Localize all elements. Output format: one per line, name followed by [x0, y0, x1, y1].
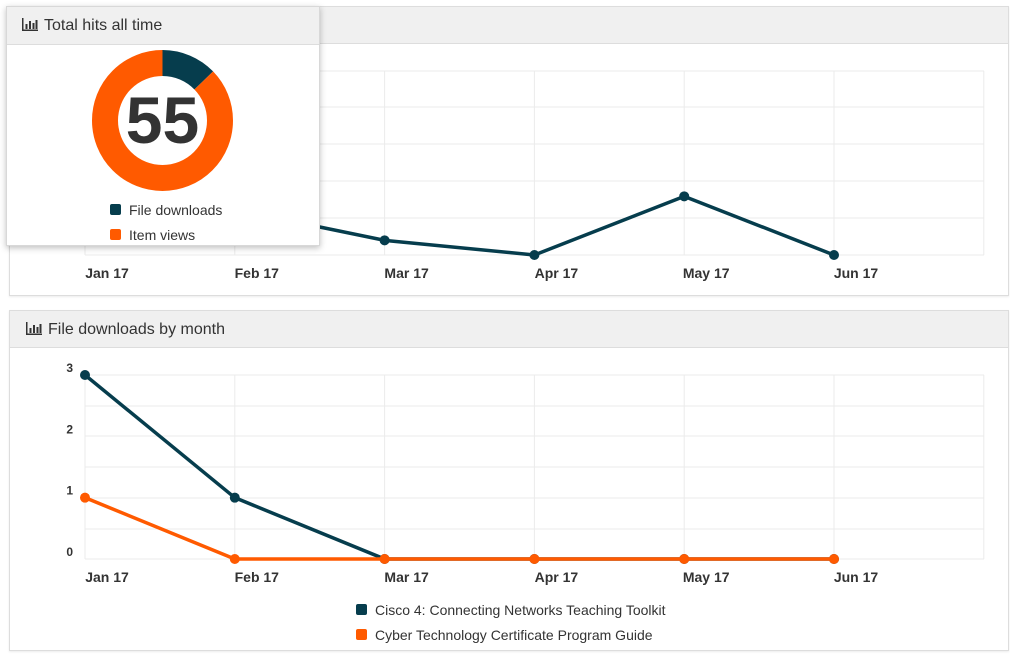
file-downloads-panel: File downloads by month 0 1 2 3 Jan 17 Feb 17… — [9, 310, 1009, 651]
data-point — [80, 370, 90, 380]
x-tick-label: Apr 17 — [535, 265, 579, 281]
y-tick-label: 3 — [66, 361, 73, 375]
legend-item-series-2[interactable]: Cyber Technology Certificate Program Gui… — [356, 622, 666, 647]
data-point — [229, 554, 240, 564]
y-tick-label: 1 — [66, 484, 73, 498]
x-tick-label: Jun 17 — [834, 265, 879, 281]
x-tick-label: Feb 17 — [235, 265, 280, 281]
legend-item-series-1[interactable]: Cisco 4: Connecting Networks Teaching To… — [356, 597, 666, 622]
data-point — [379, 554, 390, 564]
x-tick-label: May 17 — [683, 569, 730, 585]
donut-svg — [92, 50, 233, 191]
data-point — [229, 492, 240, 503]
x-tick-label: Jan 17 — [85, 265, 129, 281]
x-tick-label: Jan 17 — [85, 569, 129, 585]
legend-item-item-views[interactable]: Item views — [110, 222, 222, 247]
x-tick-label: Jun 17 — [834, 569, 879, 585]
legend-label: Item views — [129, 226, 196, 243]
data-point — [829, 554, 839, 564]
data-point — [529, 554, 540, 564]
legend-item-file-downloads[interactable]: File downloads — [110, 197, 222, 222]
x-tick-label: Apr 17 — [535, 569, 579, 585]
legend-swatch — [110, 229, 121, 240]
popup-title: Total hits all time — [44, 17, 163, 34]
bar-chart-icon — [22, 18, 38, 31]
series-line-2 — [84, 496, 834, 561]
x-tick-label: May 17 — [683, 265, 730, 281]
downloads-line-chart: 0 1 2 3 Jan 17 Feb 17 Mar 17 Apr 17 May 17 Jun 17 — [66, 361, 985, 585]
donut-legend: File downloads Item views — [110, 197, 222, 247]
legend-label: Cisco 4: Connecting Networks Teaching To… — [375, 601, 666, 618]
data-point — [379, 235, 390, 246]
data-point — [679, 191, 690, 202]
bar-chart-icon — [26, 322, 42, 335]
y-tick-label: 0 — [66, 545, 73, 559]
legend-swatch — [356, 604, 367, 615]
legend-label: File downloads — [129, 201, 223, 218]
donut-slice-2 — [92, 50, 233, 191]
donut-chart: 55 — [92, 50, 233, 191]
donut-total: 55 — [125, 83, 200, 157]
data-point — [80, 492, 90, 503]
total-hits-popup: Total hits all time 55 File downloads It… — [6, 6, 320, 246]
x-tick-label: Mar 17 — [384, 569, 429, 585]
panel-title: File downloads by month — [48, 321, 225, 338]
chart-legend: Cisco 4: Connecting Networks Teaching To… — [356, 597, 666, 647]
popup-header: Total hits all time — [7, 7, 319, 45]
data-point — [829, 250, 839, 260]
x-tick-label: Mar 17 — [384, 265, 429, 281]
x-tick-label: Feb 17 — [235, 569, 280, 585]
legend-swatch — [356, 629, 367, 640]
series-line-1 — [309, 194, 835, 257]
data-point — [679, 554, 690, 564]
panel-header: File downloads by month — [10, 311, 1008, 348]
legend-swatch — [110, 204, 121, 215]
hits-line-chart: Jan 17 Feb 17 Mar 17 Apr 17 May 17 Jun 17 — [84, 70, 985, 281]
data-point — [529, 250, 540, 260]
legend-label: Cyber Technology Certificate Program Gui… — [375, 626, 653, 643]
y-tick-label: 2 — [66, 422, 73, 436]
